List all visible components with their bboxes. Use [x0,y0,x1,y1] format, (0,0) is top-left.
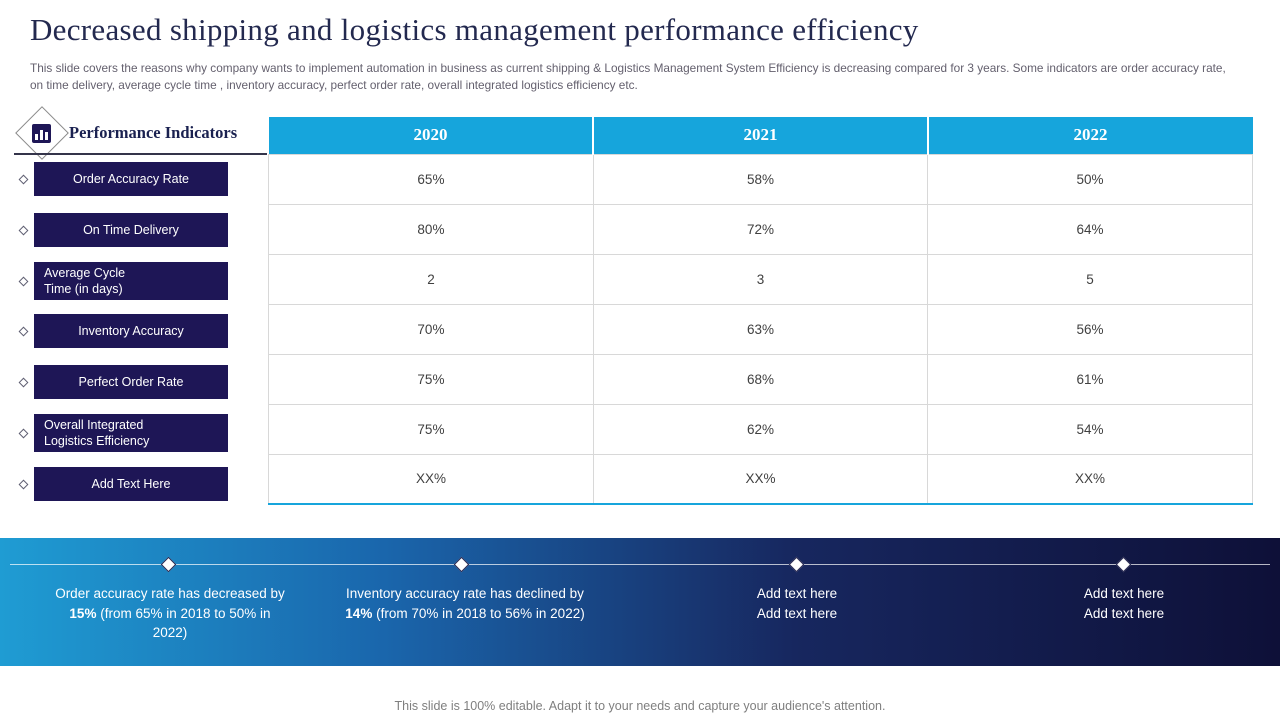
indicator-label: Average Cycle Time (in days) [44,265,126,296]
note-highlight: 14% [345,605,373,621]
sidebar-item-inventory-accuracy[interactable]: Inventory Accuracy [18,314,228,348]
table-cell: 56% [927,303,1253,355]
table-row: 75% 68% 61% [268,353,1253,405]
note-text: Inventory accuracy rate has declined by [346,586,584,601]
column-header-2022: 2022 [926,117,1253,154]
table-cell-placeholder[interactable]: XX% [268,453,594,505]
timeline-diamond-icon [1115,556,1132,573]
table-cell: 75% [268,353,594,405]
note-text: Add text here [1083,586,1165,601]
note-text: Add text here [1083,605,1165,621]
table-cell: 3 [592,253,929,305]
table-cell: 61% [927,353,1253,405]
sidebar-item-on-time-delivery[interactable]: On Time Delivery [18,213,228,247]
note-highlight: 15% [69,605,97,621]
page-title: Decreased shipping and logistics managem… [30,12,919,47]
diamond-bullet-icon [18,326,29,336]
timeline-note-order-accuracy: Order accuracy rate has decreased by 15%… [55,584,285,643]
diamond-bullet-icon [18,225,29,235]
table-row: XX% XX% XX% [268,453,1253,505]
diamond-bullet-icon [18,428,29,438]
indicator-label: Inventory Accuracy [78,323,184,338]
indicator-button[interactable]: Inventory Accuracy [34,314,228,348]
indicator-label: Perfect Order Rate [78,374,184,389]
table-cell: 80% [268,203,594,255]
table-cell: 65% [268,153,594,205]
note-text: (from 65% in 2018 to 50% in 2022) [96,605,271,641]
timeline-diamond-icon [160,556,177,573]
table-cell: 2 [268,253,594,305]
diamond-bullet-icon [18,174,29,184]
indicator-label: Add Text Here [91,476,171,491]
bar-chart-icon [32,124,51,143]
table-cell: 54% [927,403,1253,455]
page-subtitle: This slide covers the reasons why compan… [30,61,1226,92]
timeline-note-inventory-accuracy: Inventory accuracy rate has declined by … [340,584,590,623]
column-header-2021: 2021 [592,117,928,154]
note-text: Add text here [756,605,838,621]
indicator-button[interactable]: Order Accuracy Rate [34,162,228,196]
table-header-row: 2020 2021 2022 [268,117,1253,154]
table-row: 75% 62% 54% [268,403,1253,455]
sidebar-item-add-text-here[interactable]: Add Text Here [18,467,228,501]
table-cell: 62% [592,403,929,455]
header-underline [14,153,267,155]
indicator-label: On Time Delivery [83,222,179,237]
table-row: 70% 63% 56% [268,303,1253,355]
table-cell: 72% [592,203,929,255]
sidebar-item-perfect-order-rate[interactable]: Perfect Order Rate [18,365,228,399]
indicator-label: Order Accuracy Rate [72,171,189,186]
timeline-band: Order accuracy rate has decreased by 15%… [0,538,1280,666]
table-row: 2 3 5 [268,253,1253,305]
table-cell: 50% [927,153,1253,205]
note-text: Order accuracy rate has decreased by [55,586,285,601]
table-cell: 63% [592,303,929,355]
indicator-button[interactable]: Perfect Order Rate [34,365,228,399]
timeline-line [10,564,1270,565]
table-cell: 5 [927,253,1253,305]
sidebar-item-overall-logistics-efficiency[interactable]: Overall Integrated Logistics Efficiency [18,414,228,452]
table-cell: 68% [592,353,929,405]
timeline-note-placeholder[interactable]: Add text here Add text here [1039,584,1209,623]
table-row: 80% 72% 64% [268,203,1253,255]
timeline-note-placeholder[interactable]: Add text here Add text here [712,584,882,623]
timeline-diamond-icon [788,556,805,573]
indicator-button[interactable]: Add Text Here [34,467,228,501]
indicator-label: Overall Integrated Logistics Efficiency [44,417,150,448]
table-cell: 58% [592,153,929,205]
performance-table: 2020 2021 2022 65% 58% 50% 80% 72% 64% 2… [268,117,1253,505]
table-row: 65% 58% 50% [268,153,1253,205]
column-header-2020: 2020 [268,117,594,154]
diamond-bullet-icon [18,276,29,286]
footer-note: This slide is 100% editable. Adapt it to… [394,699,886,713]
sidebar-item-average-cycle-time[interactable]: Average Cycle Time (in days) [18,262,228,300]
timeline-diamond-icon [453,556,470,573]
table-cell: 64% [927,203,1253,255]
performance-indicators-title: Performance Indicators [69,123,238,142]
table-cell: 75% [268,403,594,455]
indicator-button[interactable]: On Time Delivery [34,213,228,247]
sidebar-item-order-accuracy[interactable]: Order Accuracy Rate [18,162,228,196]
indicator-button[interactable]: Average Cycle Time (in days) [34,262,228,300]
indicator-button[interactable]: Overall Integrated Logistics Efficiency [34,414,228,452]
table-cell: 70% [268,303,594,355]
diamond-bullet-icon [18,377,29,387]
note-text: Add text here [756,586,838,601]
table-cell-placeholder[interactable]: XX% [927,453,1253,505]
note-text: (from 70% in 2018 to 56% in 2022) [372,605,585,621]
diamond-bullet-icon [18,479,29,489]
table-cell-placeholder[interactable]: XX% [592,453,929,505]
